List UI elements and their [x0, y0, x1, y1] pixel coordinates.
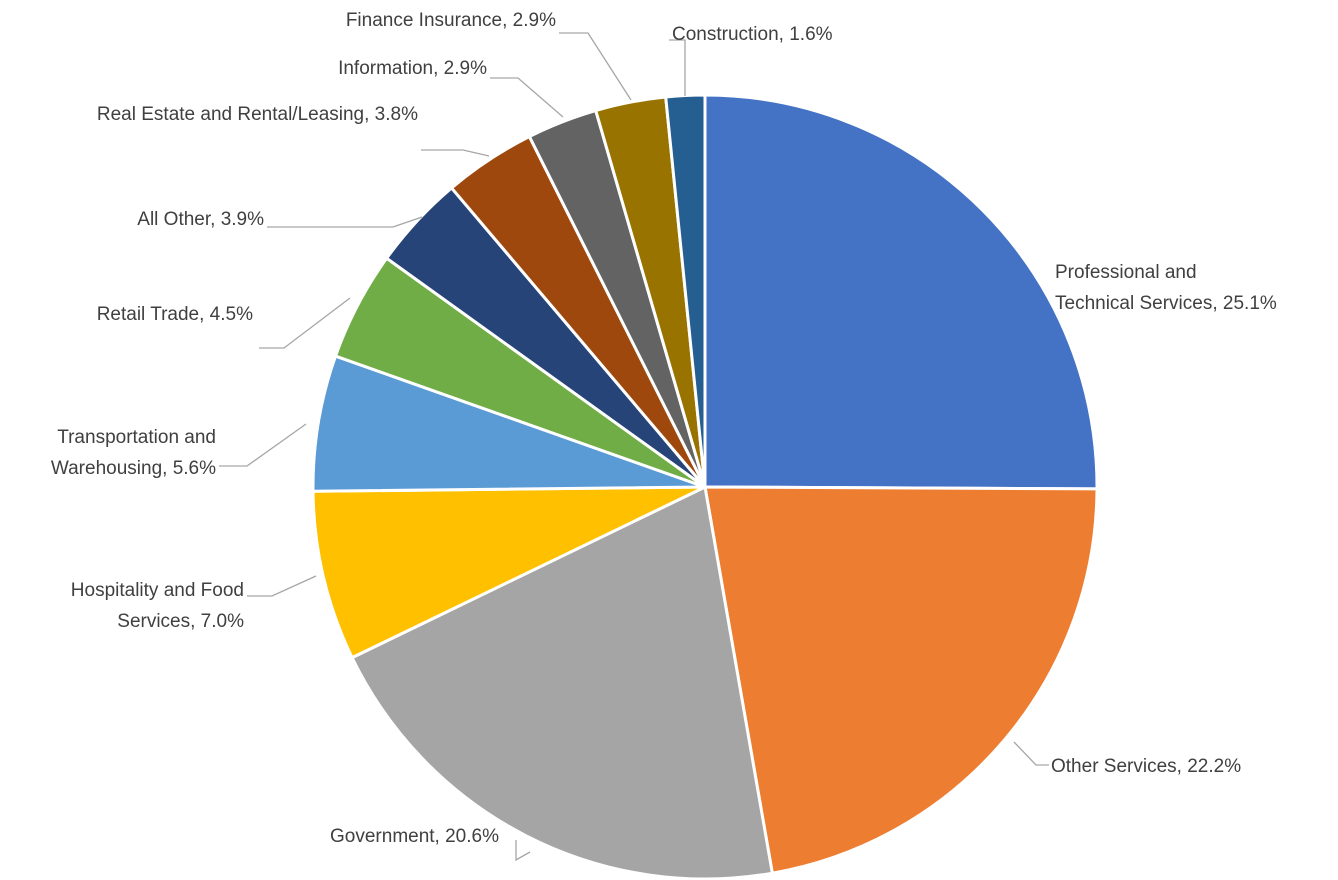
data-labels: Professional and Technical Services, 25.1… [51, 10, 1277, 847]
data-label-finance-insurance: Finance Insurance, 2.9% [346, 10, 556, 31]
leader-line-all-other [267, 216, 423, 228]
leader-line-transportation-and-warehousing [219, 423, 307, 467]
leader-line-government [515, 840, 531, 862]
leader-line-retail-trade [259, 297, 351, 349]
data-label-hospitality-and-food-services: Hospitality and Food Services, 7.0% [71, 580, 244, 632]
leader-line-real-estate-and-rental-leasing [421, 149, 490, 157]
data-label-government: Government, 20.6% [330, 826, 499, 847]
leader-line-hospitality-and-food-services [247, 575, 317, 597]
pie-slice-professional-and-technical-services [703, 93, 1099, 491]
leader-line-finance-insurance [559, 32, 632, 101]
data-label-information: Information, 2.9% [338, 58, 487, 79]
pie-slice-hospitality-and-food-services [311, 485, 707, 660]
data-label-construction: Construction, 1.6% [672, 24, 833, 45]
pie-slice-government [350, 485, 774, 880]
pie-slice-transportation-and-warehousing [311, 354, 707, 493]
pie-slice-other-services [703, 485, 1099, 875]
data-label-real-estate-and-rental-leasing: Real Estate and Rental/Leasing, 3.8% [97, 104, 418, 125]
leader-line-information [490, 77, 564, 118]
data-label-professional-and-technical-services: Professional and Technical Services, 25.1… [1055, 262, 1277, 314]
data-label-transportation-and-warehousing: Transportation and Warehousing, 5.6% [51, 427, 216, 479]
pie-slices [311, 93, 1099, 880]
data-label-all-other: All Other, 3.9% [137, 209, 264, 230]
data-label-other-services: Other Services, 22.2% [1051, 756, 1241, 777]
data-label-retail-trade: Retail Trade, 4.5% [97, 304, 253, 325]
leader-lines [219, 32, 1049, 862]
leader-line-construction [669, 39, 686, 96]
leader-line-other-services [1013, 741, 1049, 766]
